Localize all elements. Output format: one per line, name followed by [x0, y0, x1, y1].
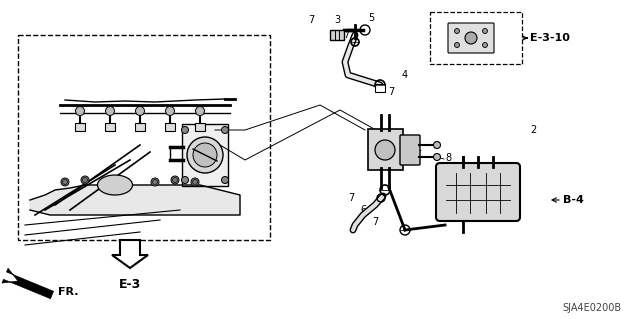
Text: 7: 7: [308, 15, 314, 25]
FancyBboxPatch shape: [400, 135, 420, 165]
Text: 7: 7: [372, 217, 378, 227]
FancyBboxPatch shape: [165, 123, 175, 131]
Circle shape: [106, 107, 115, 115]
Circle shape: [221, 176, 228, 183]
Circle shape: [375, 140, 395, 160]
Text: SJA4E0200B: SJA4E0200B: [562, 303, 621, 313]
Text: 6: 6: [360, 205, 366, 215]
FancyBboxPatch shape: [375, 84, 385, 92]
Text: 2: 2: [530, 125, 536, 135]
Circle shape: [191, 178, 199, 186]
Polygon shape: [2, 268, 54, 299]
Circle shape: [182, 127, 189, 133]
FancyBboxPatch shape: [195, 123, 205, 131]
Circle shape: [187, 137, 223, 173]
Circle shape: [454, 42, 460, 48]
Text: 7: 7: [388, 87, 394, 97]
Circle shape: [193, 143, 217, 167]
Text: B-4: B-4: [563, 195, 584, 205]
Polygon shape: [112, 240, 148, 268]
Circle shape: [171, 176, 179, 184]
Bar: [18, 35, 270, 240]
Circle shape: [173, 177, 177, 182]
Circle shape: [151, 178, 159, 186]
Circle shape: [193, 180, 198, 184]
Text: 1: 1: [416, 143, 422, 153]
FancyBboxPatch shape: [330, 30, 344, 40]
Circle shape: [483, 28, 488, 33]
Circle shape: [81, 176, 89, 184]
Circle shape: [76, 107, 84, 115]
Text: 5: 5: [368, 13, 374, 23]
FancyBboxPatch shape: [135, 123, 145, 131]
Text: 3: 3: [334, 15, 340, 25]
Circle shape: [195, 107, 205, 115]
FancyBboxPatch shape: [105, 123, 115, 131]
Circle shape: [433, 142, 440, 149]
FancyBboxPatch shape: [75, 123, 85, 131]
Circle shape: [454, 28, 460, 33]
Text: 7: 7: [343, 30, 349, 40]
Polygon shape: [30, 185, 240, 215]
Circle shape: [83, 177, 88, 182]
Bar: [430, 12, 522, 64]
Circle shape: [221, 127, 228, 133]
Text: FR.: FR.: [58, 287, 79, 297]
Circle shape: [61, 178, 69, 186]
Circle shape: [166, 107, 175, 115]
FancyBboxPatch shape: [367, 129, 403, 169]
Text: 7: 7: [348, 193, 355, 203]
Text: 8: 8: [445, 153, 451, 163]
Text: 4: 4: [402, 70, 408, 80]
FancyBboxPatch shape: [436, 163, 520, 221]
Ellipse shape: [97, 175, 132, 195]
Circle shape: [63, 180, 67, 184]
Circle shape: [433, 153, 440, 160]
Text: E-3: E-3: [119, 278, 141, 291]
Circle shape: [465, 32, 477, 44]
FancyBboxPatch shape: [182, 124, 228, 186]
Text: E-3-10: E-3-10: [530, 33, 570, 43]
Circle shape: [152, 180, 157, 184]
Text: 8: 8: [445, 165, 451, 175]
Circle shape: [483, 42, 488, 48]
FancyBboxPatch shape: [448, 23, 494, 53]
Circle shape: [182, 176, 189, 183]
Circle shape: [136, 107, 145, 115]
